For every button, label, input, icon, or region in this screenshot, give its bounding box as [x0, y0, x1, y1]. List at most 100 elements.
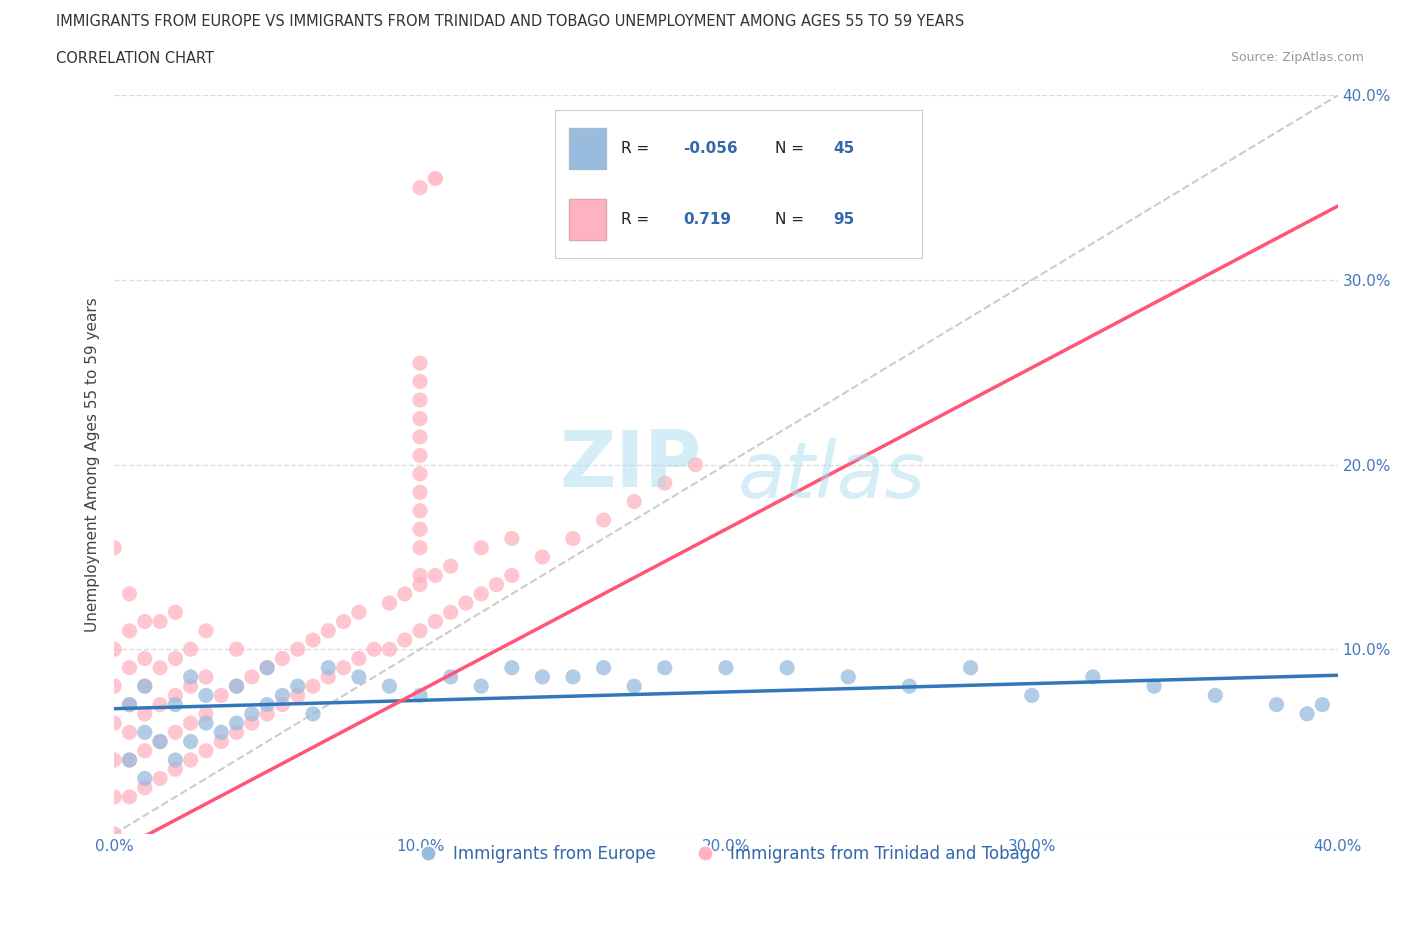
Point — [409, 467, 432, 482]
Point — [1081, 670, 1104, 684]
Point — [409, 623, 432, 638]
Point — [149, 614, 172, 629]
Text: CORRELATION CHART: CORRELATION CHART — [56, 51, 214, 66]
Y-axis label: Unemployment Among Ages 55 to 59 years: Unemployment Among Ages 55 to 59 years — [86, 298, 100, 632]
Point — [409, 430, 432, 445]
Point — [409, 522, 432, 537]
Point — [332, 614, 354, 629]
Point — [194, 623, 217, 638]
Point — [225, 724, 247, 739]
Point — [394, 632, 416, 647]
Point — [959, 660, 981, 675]
Point — [118, 790, 141, 804]
Point — [165, 698, 187, 712]
Point — [470, 540, 492, 555]
Point — [225, 679, 247, 694]
Point — [1296, 707, 1319, 722]
Point — [409, 374, 432, 389]
Point — [287, 679, 309, 694]
Point — [1312, 698, 1334, 712]
Point — [103, 752, 125, 767]
Point — [103, 540, 125, 555]
Point — [302, 679, 325, 694]
Point — [409, 392, 432, 407]
Point — [531, 670, 554, 684]
Point — [118, 698, 141, 712]
Point — [118, 752, 141, 767]
Point — [592, 512, 614, 527]
Point — [256, 660, 278, 675]
Point — [165, 752, 187, 767]
Point — [409, 485, 432, 499]
Point — [225, 642, 247, 657]
Point — [714, 660, 737, 675]
Point — [378, 679, 401, 694]
Point — [1265, 698, 1288, 712]
Point — [271, 698, 294, 712]
Point — [194, 707, 217, 722]
Point — [316, 623, 339, 638]
Point — [654, 475, 676, 490]
Point — [302, 707, 325, 722]
Point — [501, 531, 523, 546]
Point — [134, 679, 156, 694]
Point — [149, 734, 172, 749]
Point — [209, 688, 232, 703]
Point — [347, 670, 370, 684]
Point — [118, 698, 141, 712]
Point — [149, 771, 172, 786]
Point — [225, 716, 247, 731]
Point — [103, 716, 125, 731]
Point — [347, 604, 370, 619]
Point — [271, 651, 294, 666]
Point — [898, 679, 921, 694]
Point — [118, 724, 141, 739]
Point — [332, 660, 354, 675]
Point — [363, 642, 385, 657]
Point — [409, 540, 432, 555]
Point — [240, 716, 263, 731]
Point — [180, 670, 202, 684]
Point — [134, 679, 156, 694]
Point — [180, 679, 202, 694]
Point — [287, 642, 309, 657]
Point — [165, 688, 187, 703]
Point — [149, 698, 172, 712]
Point — [378, 595, 401, 610]
Point — [134, 614, 156, 629]
Point — [470, 587, 492, 602]
Point — [425, 568, 447, 583]
Point — [103, 679, 125, 694]
Point — [149, 734, 172, 749]
Point — [409, 503, 432, 518]
Point — [194, 743, 217, 758]
Point — [194, 688, 217, 703]
Point — [685, 458, 707, 472]
Point — [134, 707, 156, 722]
Point — [302, 632, 325, 647]
Point — [440, 604, 463, 619]
Point — [240, 707, 263, 722]
Point — [592, 660, 614, 675]
Point — [134, 743, 156, 758]
Point — [1021, 688, 1043, 703]
Point — [316, 660, 339, 675]
Point — [256, 698, 278, 712]
Point — [180, 716, 202, 731]
Point — [409, 688, 432, 703]
Text: Source: ZipAtlas.com: Source: ZipAtlas.com — [1230, 51, 1364, 64]
Point — [271, 688, 294, 703]
Point — [454, 595, 477, 610]
Point — [134, 771, 156, 786]
Point — [409, 568, 432, 583]
Text: atlas: atlas — [738, 438, 927, 513]
Point — [118, 752, 141, 767]
Point — [501, 568, 523, 583]
Point — [440, 559, 463, 574]
Point — [623, 494, 645, 509]
Point — [425, 614, 447, 629]
Point — [165, 762, 187, 777]
Point — [194, 670, 217, 684]
Point — [1143, 679, 1166, 694]
Legend: Immigrants from Europe, Immigrants from Trinidad and Tobago: Immigrants from Europe, Immigrants from … — [405, 839, 1047, 870]
